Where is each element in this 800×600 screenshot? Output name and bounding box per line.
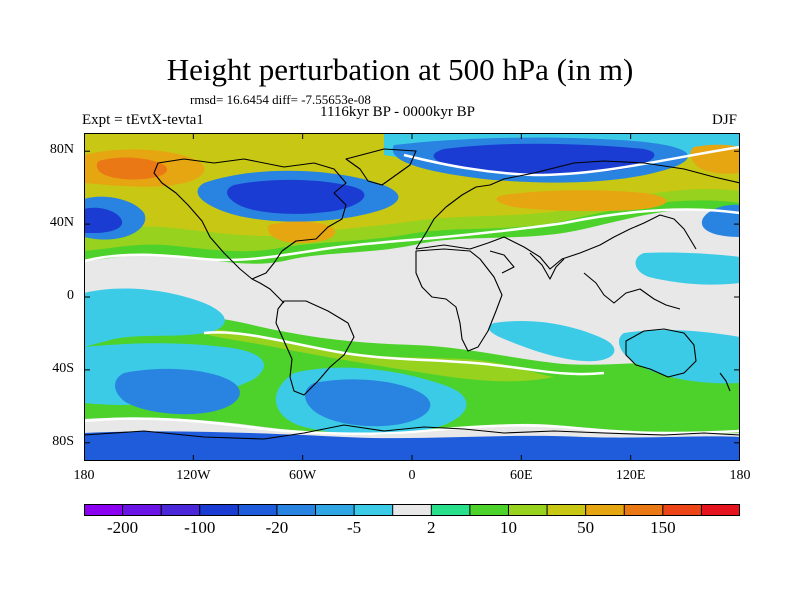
- fill-blue-southern-ocean-pacific: [115, 368, 240, 415]
- colorbar-tick-label: 50: [577, 518, 595, 537]
- colorbar-frame: [84, 504, 740, 516]
- fill-blue-southern-ocean-atlantic: [305, 379, 431, 427]
- coast-antarctica: [84, 424, 740, 440]
- coast-arabia-india: [489, 250, 565, 280]
- fill-cyan-tropics-west: [84, 288, 225, 347]
- lon-tick-label: 120E: [615, 468, 646, 483]
- lon-tick-label: 180: [73, 468, 95, 483]
- fill-orange-east-siberia: [690, 144, 740, 174]
- lon-tick-label: 60W: [289, 468, 317, 483]
- fill-darkblue-north-america: [227, 179, 365, 214]
- coast-europe-asia: [415, 160, 740, 270]
- coast-south-america: [275, 300, 355, 396]
- fill-orange-north-atlantic: [268, 221, 336, 243]
- colorbar-tick-label: 150: [650, 518, 676, 537]
- coast-africa: [415, 248, 503, 352]
- lat-tick-label: 0: [67, 288, 74, 303]
- season-label: DJF: [712, 112, 738, 128]
- lat-tick-label: 80N: [49, 142, 74, 158]
- coast-australia: [625, 328, 697, 378]
- coast-north-america: [153, 158, 347, 280]
- colorbar-swatch: [547, 504, 586, 516]
- fill-cyan-australia: [619, 330, 740, 384]
- colorbar-swatch: [354, 504, 394, 516]
- period-label: 1116kyr BP - 0000kyr BP: [320, 104, 476, 120]
- lon-tick-label: 60E: [510, 468, 533, 483]
- plot-title: Height perturbation at 500 hPa (in m): [166, 52, 634, 87]
- colorbar-swatch: [508, 504, 548, 516]
- colorbar-swatch: [431, 504, 471, 516]
- fill-darkblue-dateline-west: [84, 207, 123, 233]
- lat-tick-label: 80S: [52, 433, 74, 449]
- contour-north-atlantic: [403, 145, 740, 177]
- colorbar-swatch: [84, 504, 123, 516]
- stats-line: rmsd= 16.6454 diff= -7.55653e-08: [190, 92, 371, 107]
- height-perturbation-map: [84, 133, 740, 461]
- colorbar-swatch: [161, 504, 201, 516]
- colorbar-swatch: [199, 504, 239, 516]
- coast-southeast-asia: [583, 272, 681, 310]
- coastlines: [84, 148, 740, 440]
- colorbar-swatch: [701, 504, 740, 516]
- white-zero-contours: [84, 145, 740, 436]
- colorbar-tick-label: 10: [499, 518, 517, 537]
- fill-cyan-indian-ocean: [488, 320, 615, 362]
- fill-cyan-north-pacific: [635, 252, 740, 285]
- coast-new-zealand: [719, 372, 731, 392]
- colorbar-swatch: [585, 504, 625, 516]
- lon-tick-label: 120W: [176, 468, 211, 483]
- colorbar-tick-label: -200: [106, 518, 139, 537]
- lon-tick-label: 0: [408, 468, 416, 483]
- lat-tick-label: 40N: [49, 215, 74, 231]
- colorbar-swatch: [392, 504, 432, 516]
- contour-southern-belt: [84, 417, 740, 436]
- colorbar-swatch: [276, 504, 316, 516]
- fill-green-south-belt: [84, 316, 740, 435]
- colorbar-tick-label: -20: [265, 518, 289, 537]
- coast-greenland: [345, 148, 417, 186]
- axis-tick-marks: [84, 133, 740, 461]
- lat-tick-label: 40S: [52, 360, 74, 376]
- colorbar: [84, 504, 740, 516]
- fill-orange-asia: [496, 190, 667, 212]
- colorbar-tick-label: -5: [347, 518, 362, 537]
- colorbar-swatch: [624, 504, 664, 516]
- colorbar-swatch: [315, 504, 355, 516]
- coast-central-america: [251, 278, 285, 304]
- contour-north-pacific: [84, 208, 740, 263]
- lon-tick-label: 180: [729, 468, 751, 483]
- colorbar-tick-label: -100: [184, 518, 216, 537]
- contour-south-subtropics: [203, 331, 605, 376]
- contour-fills: [84, 133, 740, 461]
- fill-red-north-pacific: [96, 157, 168, 180]
- colorbar-tick-label: 2: [427, 518, 436, 537]
- colorbar-swatch: [122, 504, 162, 516]
- colorbar-swatch: [662, 504, 702, 516]
- colorbar-swatch: [469, 504, 509, 516]
- experiment-label: Expt = tEvtX-tevta1: [82, 112, 204, 128]
- fill-darkblue-eurasia-arctic: [433, 143, 655, 175]
- colorbar-swatch: [238, 504, 278, 516]
